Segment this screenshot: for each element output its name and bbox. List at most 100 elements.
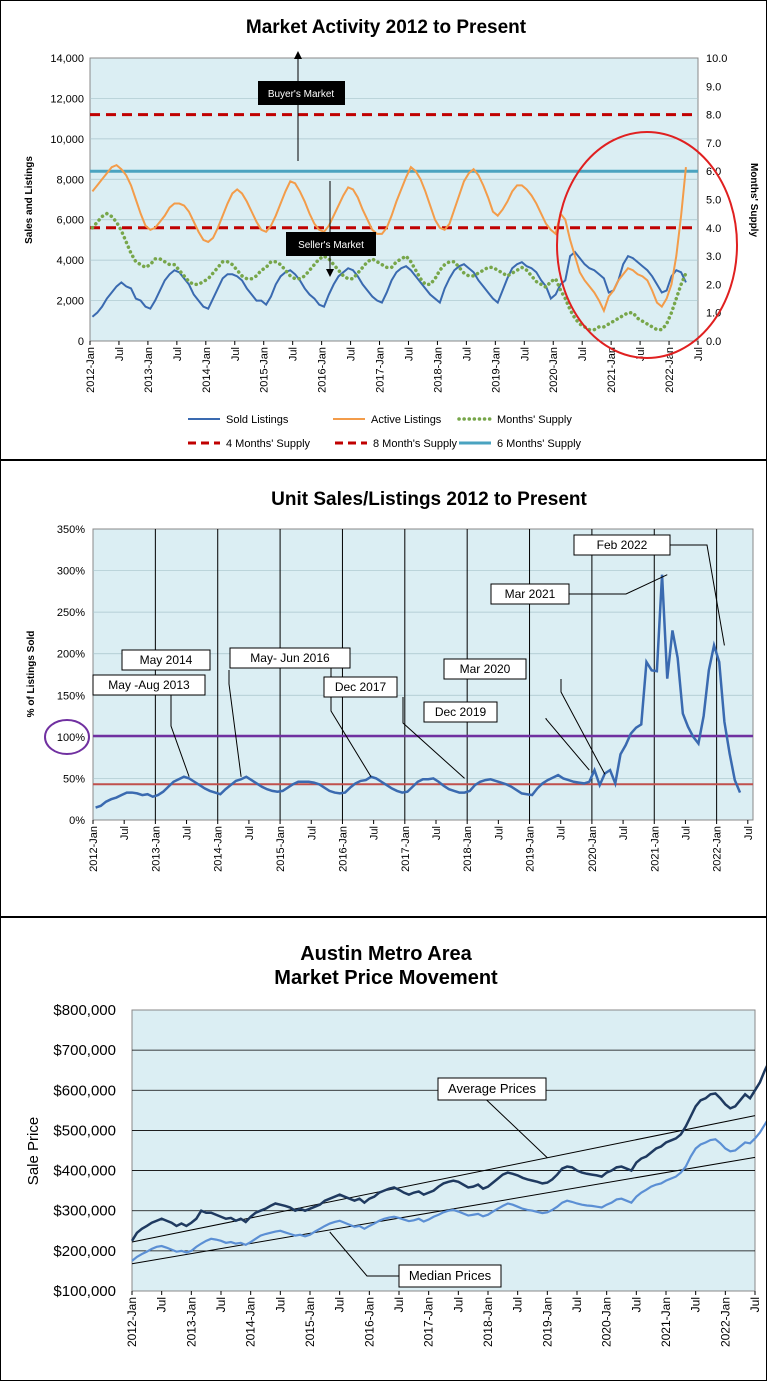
- callout-label: Dec 2017: [335, 680, 387, 694]
- chart3-ylabel: Sale Price: [25, 1117, 42, 1185]
- callout-leader: [329, 1231, 399, 1277]
- x-tick-label: 2012-Jan: [125, 1297, 139, 1347]
- x-tick-label: 2020-Jan: [600, 1297, 614, 1347]
- x-tick-label: Jul: [119, 826, 131, 840]
- x-tick-label: Jul: [230, 347, 242, 361]
- callout-leader: [228, 670, 242, 777]
- x-tick-label: 2014-Jan: [244, 1297, 258, 1347]
- x-tick-label: 2012-Jan: [88, 826, 100, 872]
- x-tick-label: 2016-Jan: [362, 1297, 376, 1347]
- buyers-market-annotation: Buyer's Market: [258, 51, 345, 161]
- y-tick-label: $400,000: [53, 1163, 116, 1180]
- callout-label: May- Jun 2016: [250, 651, 330, 665]
- chart2-title: Unit Sales/Listings 2012 to Present: [271, 489, 587, 510]
- y-tick-label-right: 8.0: [706, 110, 721, 122]
- x-tick-label: 2013-Jan: [150, 826, 162, 872]
- y-tick-label: 2,000: [56, 296, 84, 308]
- x-tick-label: Jul: [748, 1297, 762, 1312]
- x-tick-label: Jul: [273, 1297, 287, 1312]
- price-movement-panel: Austin Metro Area Market Price Movement …: [0, 917, 769, 1381]
- callout-box: [323, 676, 398, 698]
- y-tick-label: 150%: [57, 690, 85, 702]
- x-tick-label: 2016-Jan: [337, 826, 349, 872]
- y-tick-label: 0%: [69, 815, 85, 827]
- callout-box: [121, 649, 211, 671]
- x-tick-label: Jul: [392, 1297, 406, 1312]
- callout-leader: [402, 697, 465, 779]
- x-tick-label: Jul: [333, 1297, 347, 1312]
- x-tick-label: 2022-Jan: [712, 826, 724, 872]
- y-tick-label: $800,000: [53, 1002, 116, 1019]
- y-tick-label: 6,000: [56, 215, 84, 227]
- series-sold-line: [91, 250, 687, 318]
- x-tick-label: 2014-Jan: [201, 347, 213, 393]
- y-tick-label: $500,000: [53, 1122, 116, 1139]
- x-tick-label: Jul: [680, 826, 692, 840]
- y-tick-label: 300%: [57, 566, 85, 578]
- chart3-subtitle: Market Price Movement: [274, 967, 498, 989]
- callout-box: [92, 674, 206, 696]
- x-tick-label: Jul: [172, 347, 184, 361]
- x-tick-label: 2022-Jan: [664, 347, 676, 393]
- legend-supply-label: Months' Supply: [497, 414, 572, 426]
- x-tick-label: Jul: [182, 826, 194, 840]
- x-tick-label: 2015-Jan: [259, 347, 271, 393]
- x-tick-label: 2021-Jan: [659, 1297, 673, 1347]
- x-tick-label: Jul: [577, 347, 589, 361]
- hundred-pct-ellipse: [44, 719, 90, 755]
- x-tick-label: Jul: [570, 1297, 584, 1312]
- x-tick-label: Jul: [493, 826, 505, 840]
- callout-label: Dec 2019: [435, 705, 487, 719]
- series-ratio-line: [95, 574, 742, 809]
- callout-label: Feb 2022: [597, 538, 648, 552]
- legend-eight-months-label: 8 Month's Supply: [373, 438, 458, 450]
- sellers-market-annotation: Seller's Market: [286, 181, 376, 277]
- y-tick-label: 200%: [57, 649, 85, 661]
- chart3-plot-area: [131, 1009, 756, 1292]
- y-tick-label-right: 3.0: [706, 251, 721, 263]
- y-tick-label: $200,000: [53, 1243, 116, 1260]
- y-tick-label: 350%: [57, 524, 85, 536]
- y-tick-label: 4,000: [56, 255, 84, 267]
- y-tick-label-right: 5.0: [706, 195, 721, 207]
- x-tick-label: Jul: [556, 826, 568, 840]
- x-tick-label: Jul: [114, 347, 126, 361]
- y-tick-label: 250%: [57, 607, 85, 619]
- x-tick-label: 2017-Jan: [422, 1297, 436, 1347]
- y-tick-label: 14,000: [50, 53, 84, 65]
- highlight-ellipse: [556, 131, 738, 359]
- x-tick-label: Jul: [369, 826, 381, 840]
- x-tick-label: Jul: [214, 1297, 228, 1312]
- x-tick-label: 2018-Jan: [432, 347, 444, 393]
- unit-sales-panel: Unit Sales/Listings 2012 to Present 0% 50…: [0, 460, 767, 917]
- chart2-ylabel: % of Listings Sold: [26, 631, 37, 718]
- x-tick-label: Jul: [244, 826, 256, 840]
- x-tick-label: 2018-Jan: [462, 826, 474, 872]
- x-tick-label: 2018-Jan: [481, 1297, 495, 1347]
- callout-box: [229, 647, 351, 669]
- x-tick-label: 2013-Jan: [143, 347, 155, 393]
- unit-sales-chart: Unit Sales/Listings 2012 to Present 0% 50…: [26, 489, 755, 872]
- callout-label: Median Prices: [409, 1268, 492, 1283]
- callout-leader: [486, 1099, 548, 1159]
- x-tick-label: Jul: [155, 1297, 169, 1312]
- x-tick-label: 2020-Jan: [587, 826, 599, 872]
- x-tick-label: Jul: [618, 826, 630, 840]
- callout-leader: [569, 574, 668, 595]
- buyers-market-label: Buyer's Market: [268, 89, 335, 100]
- x-tick-label: 2020-Jan: [548, 347, 560, 393]
- y-tick-label-right: 0.0: [706, 336, 721, 348]
- chart1-title: Market Activity 2012 to Present: [246, 17, 527, 38]
- y-tick-label: 10,000: [50, 134, 84, 146]
- chart1-plot-area: [89, 57, 699, 342]
- y-tick-label: 100%: [57, 732, 85, 744]
- x-tick-label: 2021-Jan: [606, 347, 618, 393]
- sellers-market-label: Seller's Market: [298, 240, 364, 251]
- y-tick-label: $300,000: [53, 1203, 116, 1220]
- callout-label: Average Prices: [448, 1081, 536, 1096]
- x-tick-label: 2015-Jan: [303, 1297, 317, 1347]
- market-activity-panel: Market Activity 2012 to Present 0 2,000 4,…: [0, 0, 767, 460]
- y-tick-label: 8,000: [56, 174, 84, 186]
- callout-leader: [670, 544, 725, 646]
- x-tick-label: 2013-Jan: [184, 1297, 198, 1347]
